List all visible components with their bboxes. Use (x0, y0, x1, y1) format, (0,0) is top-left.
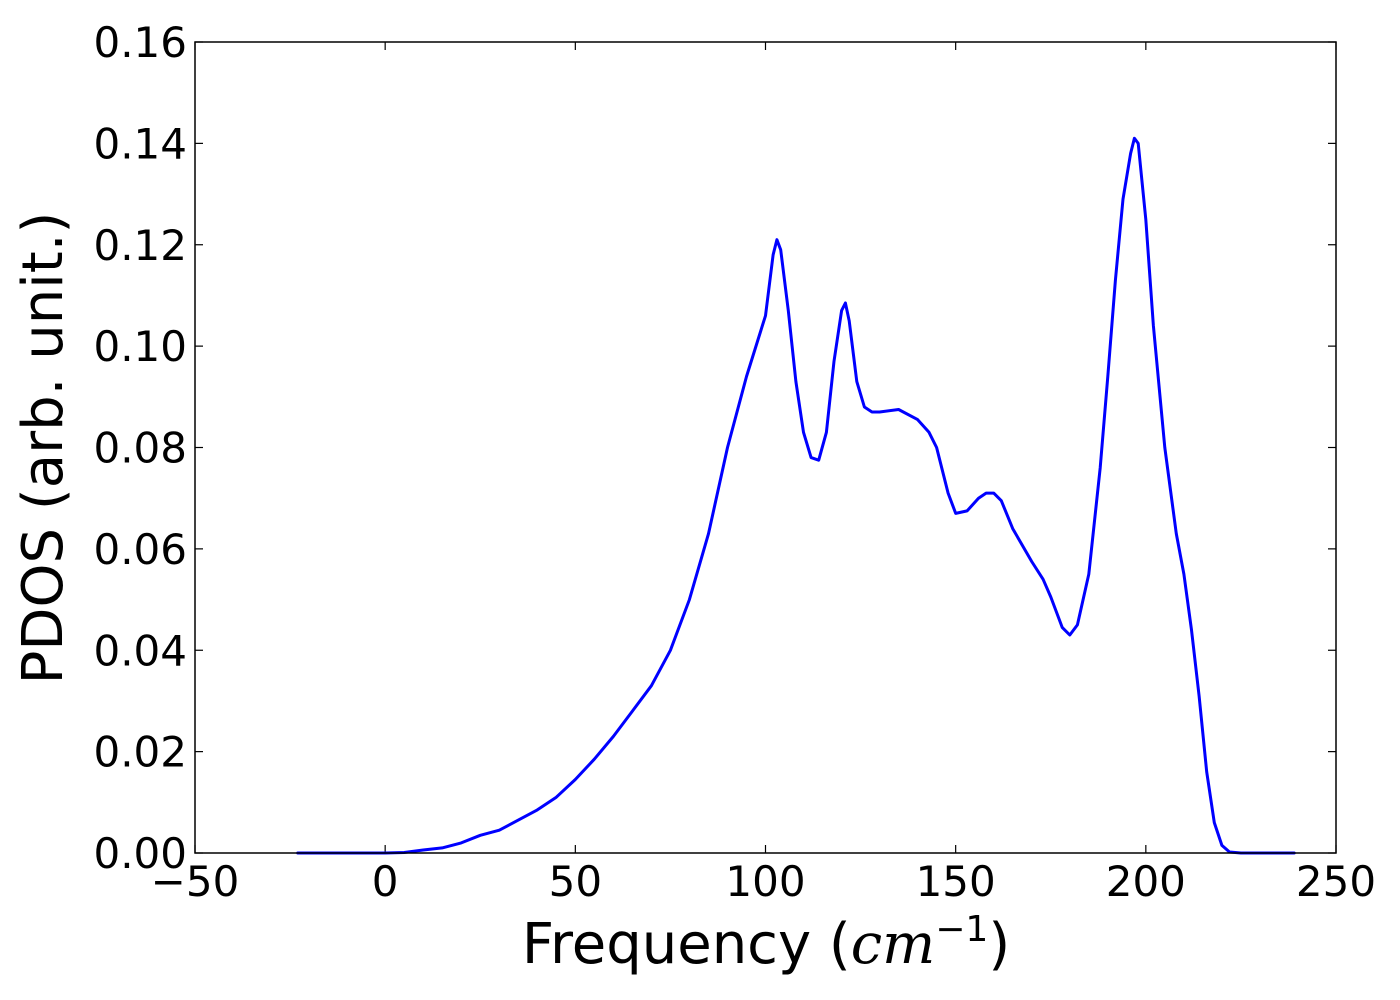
y-tick-label: 0.10 (93, 322, 187, 371)
y-tick-label: 0.12 (93, 221, 187, 270)
y-tick-label: 0.00 (93, 829, 187, 878)
x-axis-label-unit: cm (851, 912, 935, 977)
ticks-layer: −50 0 50 100 150 200 250 0.00 0.02 0.04 0.06 0.08 0.… (93, 18, 1376, 906)
x-tick-label: 150 (916, 857, 996, 906)
y-tick-label: 0.04 (93, 626, 187, 675)
x-axis-label-suffix: ) (988, 912, 1010, 977)
x-axis-label-exponent: −1 (935, 909, 988, 950)
y-tick-label: 0.14 (93, 119, 187, 168)
y-tick-label: 0.08 (93, 424, 187, 473)
y-tick-label: 0.16 (93, 18, 187, 67)
y-axis-label: PDOS (arb. unit.) (11, 212, 76, 685)
x-tick-label: 0 (372, 857, 399, 906)
pdos-series-line (296, 136, 1296, 855)
x-tick-label: 50 (549, 857, 602, 906)
x-axis-label-prefix: Frequency ( (522, 912, 851, 977)
x-axis-label: Frequency (cm−1) (522, 909, 1010, 977)
x-tick-label: 100 (725, 857, 805, 906)
plot-frame (194, 41, 1337, 854)
y-tick-label: 0.06 (93, 525, 187, 574)
x-tick-label: 200 (1106, 857, 1186, 906)
x-tick-label: 250 (1296, 857, 1376, 906)
x-tick-label: −50 (151, 857, 240, 906)
series-layer (296, 136, 1296, 855)
y-tick-label: 0.02 (93, 728, 187, 777)
